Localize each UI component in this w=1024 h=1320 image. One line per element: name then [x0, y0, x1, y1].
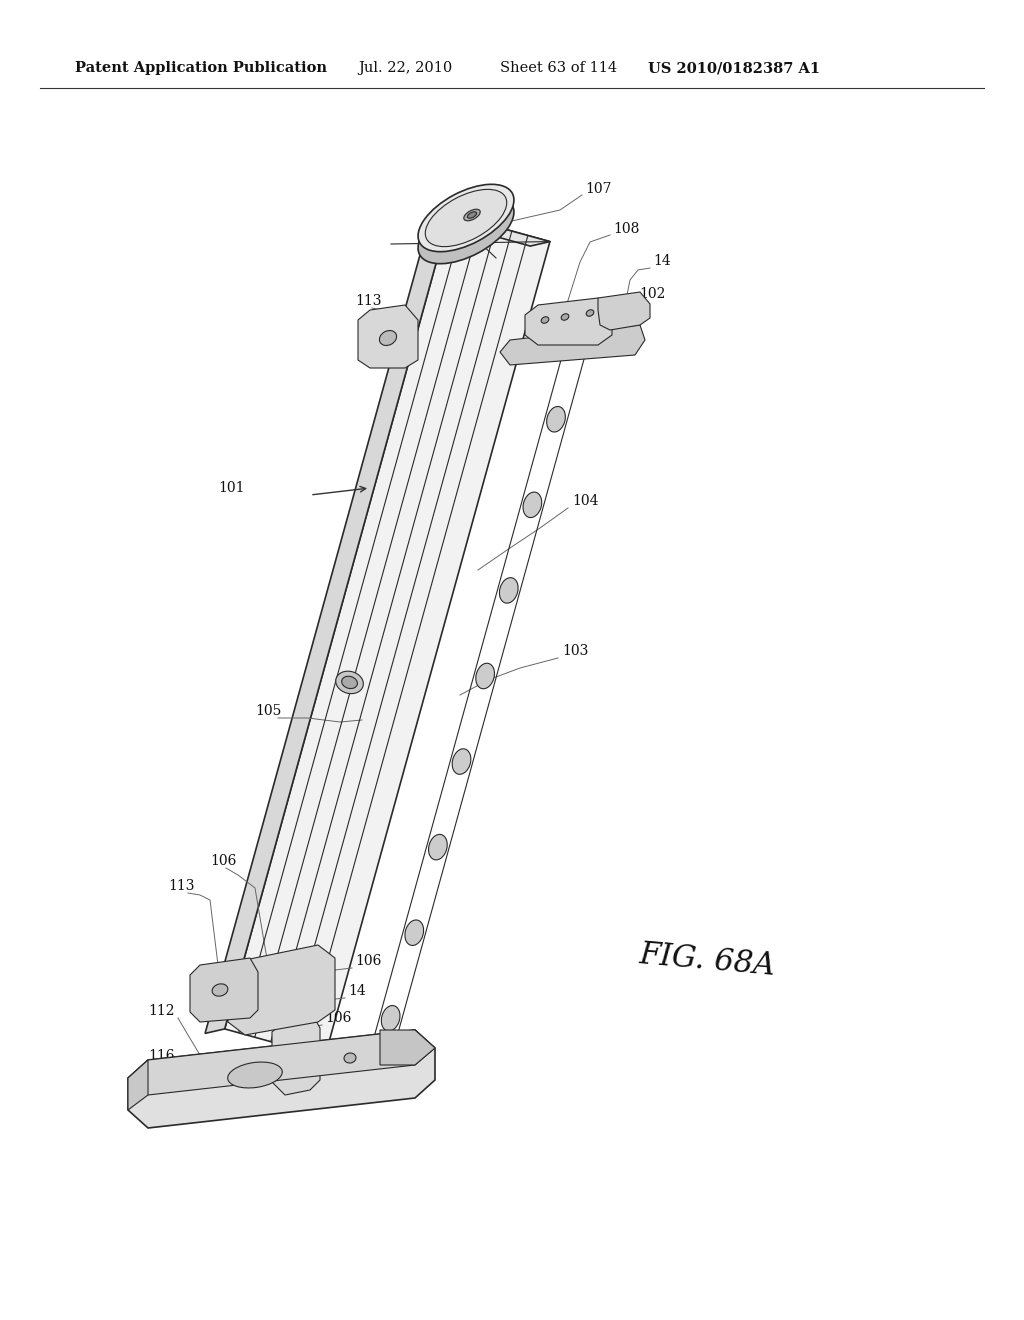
- Text: 116: 116: [148, 1049, 174, 1063]
- Polygon shape: [500, 325, 645, 366]
- Polygon shape: [205, 214, 450, 1034]
- Text: 116: 116: [621, 312, 647, 325]
- Text: 105: 105: [255, 704, 282, 718]
- Text: 113: 113: [168, 879, 195, 894]
- Polygon shape: [128, 1060, 148, 1110]
- Text: 14: 14: [348, 983, 366, 998]
- Text: 103: 103: [562, 644, 589, 657]
- Ellipse shape: [547, 407, 565, 432]
- Text: 113: 113: [355, 294, 382, 308]
- Ellipse shape: [212, 983, 228, 997]
- Text: Sheet 63 of 114: Sheet 63 of 114: [500, 61, 617, 75]
- Ellipse shape: [342, 676, 357, 689]
- Ellipse shape: [542, 317, 549, 323]
- Text: US 2010/0182387 A1: US 2010/0182387 A1: [648, 61, 820, 75]
- Text: 108: 108: [613, 222, 639, 236]
- Ellipse shape: [561, 314, 568, 321]
- Text: 107: 107: [585, 182, 611, 195]
- Ellipse shape: [418, 185, 514, 252]
- Text: 104: 104: [572, 494, 598, 508]
- Ellipse shape: [381, 1006, 400, 1031]
- Ellipse shape: [467, 211, 476, 218]
- Polygon shape: [430, 214, 550, 246]
- Polygon shape: [224, 214, 550, 1056]
- Polygon shape: [598, 292, 650, 330]
- Ellipse shape: [404, 920, 424, 945]
- Text: FIG. 68A: FIG. 68A: [638, 939, 777, 981]
- Ellipse shape: [570, 321, 589, 346]
- Polygon shape: [358, 305, 418, 368]
- Ellipse shape: [586, 310, 594, 317]
- Polygon shape: [128, 1030, 435, 1096]
- Ellipse shape: [453, 748, 471, 775]
- Text: 102: 102: [208, 1074, 234, 1088]
- Ellipse shape: [429, 834, 447, 859]
- Text: Jul. 22, 2010: Jul. 22, 2010: [358, 61, 453, 75]
- Ellipse shape: [500, 578, 518, 603]
- Text: 102: 102: [639, 286, 666, 301]
- Text: 14: 14: [653, 253, 671, 268]
- Ellipse shape: [425, 189, 507, 247]
- Polygon shape: [128, 1030, 435, 1129]
- Text: 106: 106: [355, 954, 381, 968]
- Polygon shape: [380, 1030, 435, 1065]
- Ellipse shape: [418, 197, 514, 264]
- Ellipse shape: [523, 492, 542, 517]
- Ellipse shape: [227, 1063, 283, 1088]
- Ellipse shape: [344, 1053, 356, 1063]
- Polygon shape: [190, 958, 258, 1022]
- Ellipse shape: [336, 671, 364, 693]
- Ellipse shape: [464, 209, 480, 220]
- Text: Patent Application Publication: Patent Application Publication: [75, 61, 327, 75]
- Text: 106: 106: [210, 854, 237, 869]
- Polygon shape: [272, 1010, 319, 1096]
- Polygon shape: [228, 945, 335, 1035]
- Ellipse shape: [380, 330, 396, 346]
- Ellipse shape: [476, 663, 495, 689]
- Text: 101: 101: [218, 480, 245, 495]
- Polygon shape: [525, 298, 612, 345]
- Text: 106: 106: [325, 1011, 351, 1026]
- Text: 112: 112: [148, 1005, 174, 1018]
